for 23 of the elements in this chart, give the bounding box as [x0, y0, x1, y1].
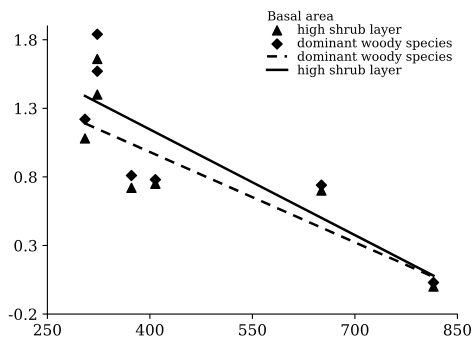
legend-title: Basal area: [268, 10, 334, 21]
legend-label: dominant woody species: [298, 38, 452, 50]
x-tick-label: 400: [136, 324, 164, 336]
legend-label: high shrub layer: [298, 24, 402, 36]
point: [92, 54, 102, 64]
legend-label: dominant woody species: [298, 51, 452, 64]
point: [92, 89, 102, 100]
point: [80, 133, 90, 144]
y-tick-label: 1.3: [15, 102, 37, 114]
point: [126, 170, 138, 182]
y-tick-label: 0.3: [14, 240, 37, 252]
point: [126, 182, 137, 194]
x-tick-label: 550: [239, 324, 266, 336]
x-tick-label: 250: [34, 324, 61, 336]
y-tick-label: 0.8: [14, 171, 37, 183]
point: [92, 66, 103, 77]
point: [79, 114, 91, 125]
x-tick-label: 850: [444, 324, 471, 336]
point: [92, 28, 103, 40]
y-tick-label: -0.2: [8, 308, 36, 320]
legend-label: high shrub layer: [298, 64, 402, 78]
x-tick-label: 700: [342, 324, 368, 336]
y-tick-label: 1.8: [15, 34, 37, 46]
